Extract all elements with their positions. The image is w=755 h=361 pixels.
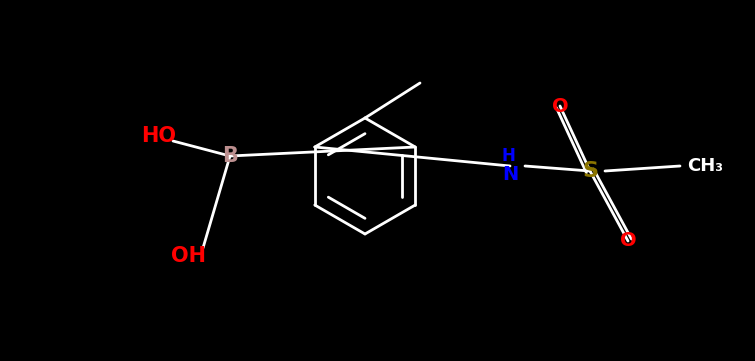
- Text: OH: OH: [171, 246, 207, 266]
- Text: B: B: [222, 146, 238, 166]
- Text: N: N: [502, 165, 518, 183]
- Text: H: H: [501, 147, 515, 165]
- Text: CH₃: CH₃: [687, 157, 723, 175]
- Text: O: O: [552, 96, 569, 116]
- Text: O: O: [620, 231, 636, 251]
- Text: HO: HO: [141, 126, 177, 146]
- Text: S: S: [582, 161, 598, 181]
